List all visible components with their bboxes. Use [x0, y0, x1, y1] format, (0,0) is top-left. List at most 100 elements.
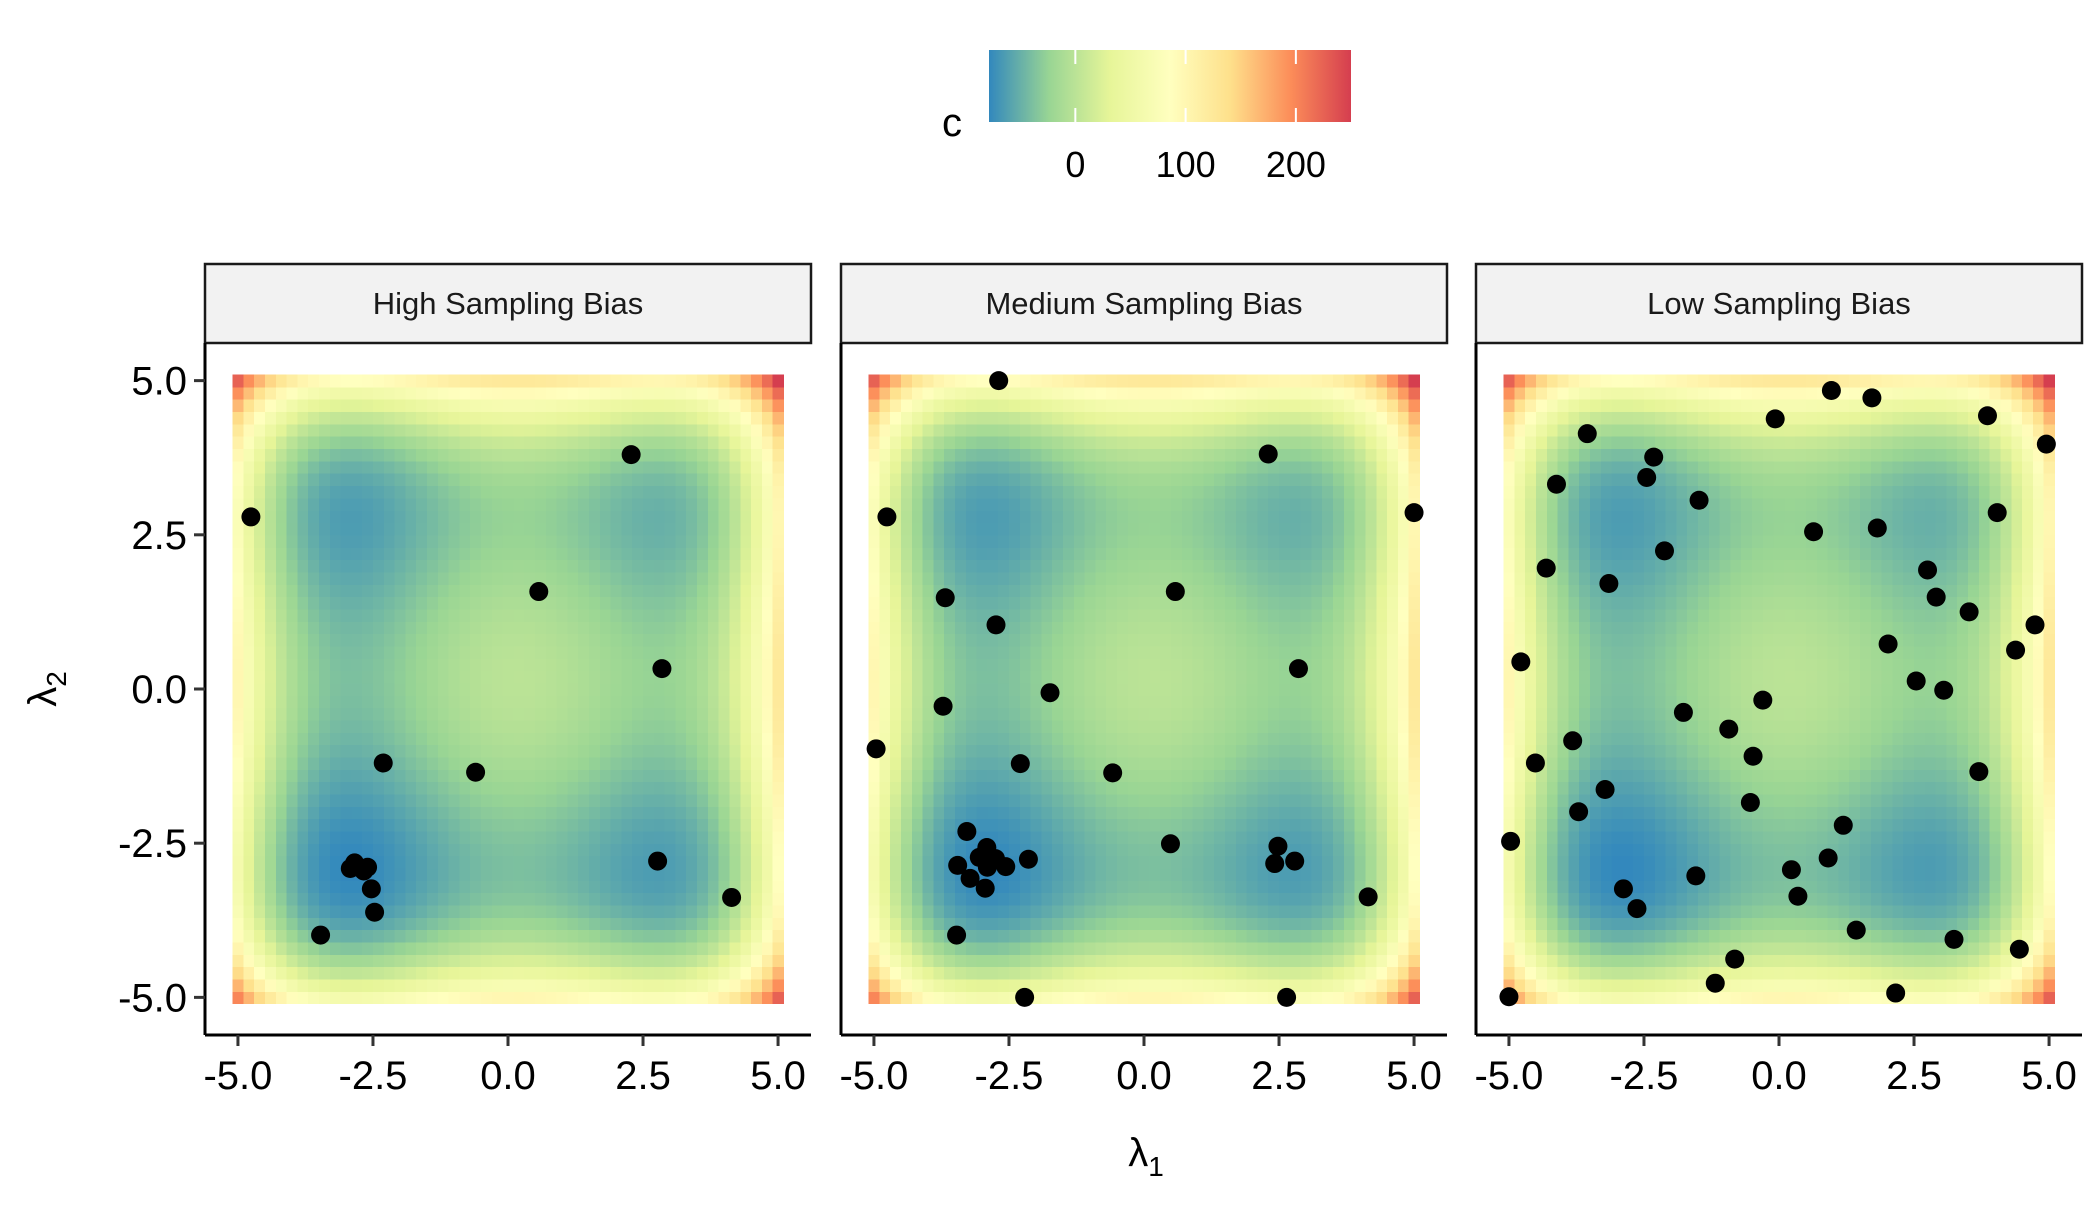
heatmap-tile — [643, 596, 654, 609]
heatmap-tile — [470, 967, 481, 980]
heatmap-tile — [438, 572, 449, 585]
heatmap-tile — [1106, 917, 1117, 930]
heatmap-tile — [1182, 658, 1193, 671]
heatmap-tile — [524, 683, 535, 696]
heatmap-tile — [578, 522, 589, 535]
heatmap-tile — [1279, 658, 1290, 671]
heatmap-tile — [879, 720, 890, 733]
heatmap-tile — [535, 930, 546, 943]
heatmap-tile — [600, 769, 611, 782]
heatmap-tile — [890, 559, 901, 572]
heatmap-tile — [503, 424, 514, 437]
heatmap-tile — [319, 905, 330, 918]
heatmap-tile — [276, 757, 287, 770]
heatmap-tile — [869, 917, 880, 930]
heatmap-tile — [987, 708, 998, 721]
heatmap-tile — [1041, 893, 1052, 906]
heatmap-tile — [362, 831, 373, 844]
heatmap-tile — [276, 621, 287, 634]
heatmap-tile — [297, 448, 308, 461]
heatmap-tile — [384, 819, 395, 832]
heatmap-tile — [1182, 424, 1193, 437]
heatmap-tile — [233, 498, 244, 511]
heatmap-tile — [308, 819, 319, 832]
heatmap-tile — [719, 708, 730, 721]
heatmap-tile — [503, 991, 514, 1004]
heatmap-tile — [1193, 559, 1204, 572]
heatmap-tile — [1009, 633, 1020, 646]
heatmap-tile — [470, 843, 481, 856]
heatmap-tile — [665, 436, 676, 449]
heatmap-tile — [977, 411, 988, 424]
heatmap-tile — [966, 436, 977, 449]
heatmap-tile — [276, 745, 287, 758]
heatmap-tile — [1095, 806, 1106, 819]
heatmap-tile — [243, 424, 254, 437]
heatmap-tile — [535, 905, 546, 918]
heatmap-tile — [416, 967, 427, 980]
heatmap-tile — [708, 498, 719, 511]
heatmap-tile — [1139, 436, 1150, 449]
heatmap-tile — [492, 547, 503, 560]
heatmap-tile — [955, 633, 966, 646]
heatmap-tile — [923, 572, 934, 585]
heatmap-tile — [923, 473, 934, 486]
heatmap-tile — [600, 646, 611, 659]
heatmap-tile — [719, 374, 730, 387]
heatmap-tile — [1193, 461, 1204, 474]
heatmap-tile — [1193, 424, 1204, 437]
heatmap-tile — [1171, 720, 1182, 733]
heatmap-tile — [1225, 843, 1236, 856]
heatmap-tile — [1214, 917, 1225, 930]
heatmap-tile — [427, 633, 438, 646]
heatmap-tile — [665, 868, 676, 881]
heatmap-tile — [1074, 572, 1085, 585]
heatmap-tile — [600, 967, 611, 980]
heatmap-tile — [243, 387, 254, 400]
heatmap-tile — [987, 782, 998, 795]
heatmap-tile — [330, 473, 341, 486]
heatmap-tile — [632, 856, 643, 869]
heatmap-tile — [697, 584, 708, 597]
heatmap-tile — [1355, 819, 1366, 832]
heatmap-tile — [1020, 510, 1031, 523]
heatmap-tile — [643, 757, 654, 770]
heatmap-tile — [1149, 720, 1160, 733]
heatmap-tile — [254, 596, 265, 609]
heatmap-tile — [1128, 671, 1139, 684]
heatmap-tile — [1063, 522, 1074, 535]
heatmap-tile — [1031, 967, 1042, 980]
heatmap-tile — [1182, 905, 1193, 918]
heatmap-tile — [923, 708, 934, 721]
heatmap-tile — [1279, 461, 1290, 474]
heatmap-tile — [632, 745, 643, 758]
heatmap-tile — [665, 621, 676, 634]
heatmap-tile — [869, 658, 880, 671]
heatmap-tile — [470, 461, 481, 474]
heatmap-tile — [243, 782, 254, 795]
heatmap-tile — [966, 448, 977, 461]
heatmap-tile — [395, 757, 406, 770]
heatmap-tile — [470, 695, 481, 708]
heatmap-tile — [1247, 745, 1258, 758]
heatmap-tile — [254, 683, 265, 696]
heatmap-tile — [1311, 856, 1322, 869]
heatmap-tile — [1128, 658, 1139, 671]
heatmap-tile — [675, 831, 686, 844]
heatmap-tile — [1311, 411, 1322, 424]
heatmap-tile — [1095, 880, 1106, 893]
heatmap-tile — [1322, 633, 1333, 646]
heatmap-tile — [319, 448, 330, 461]
heatmap-tile — [600, 448, 611, 461]
heatmap-tile — [405, 708, 416, 721]
heatmap-tile — [1333, 893, 1344, 906]
heatmap-tile — [395, 448, 406, 461]
heatmap-tile — [297, 794, 308, 807]
heatmap-tile — [1063, 448, 1074, 461]
heatmap-tile — [998, 671, 1009, 684]
heatmap-tile — [1236, 646, 1247, 659]
heatmap-tile — [578, 843, 589, 856]
heatmap-tile — [459, 485, 470, 498]
heatmap-tile — [977, 695, 988, 708]
